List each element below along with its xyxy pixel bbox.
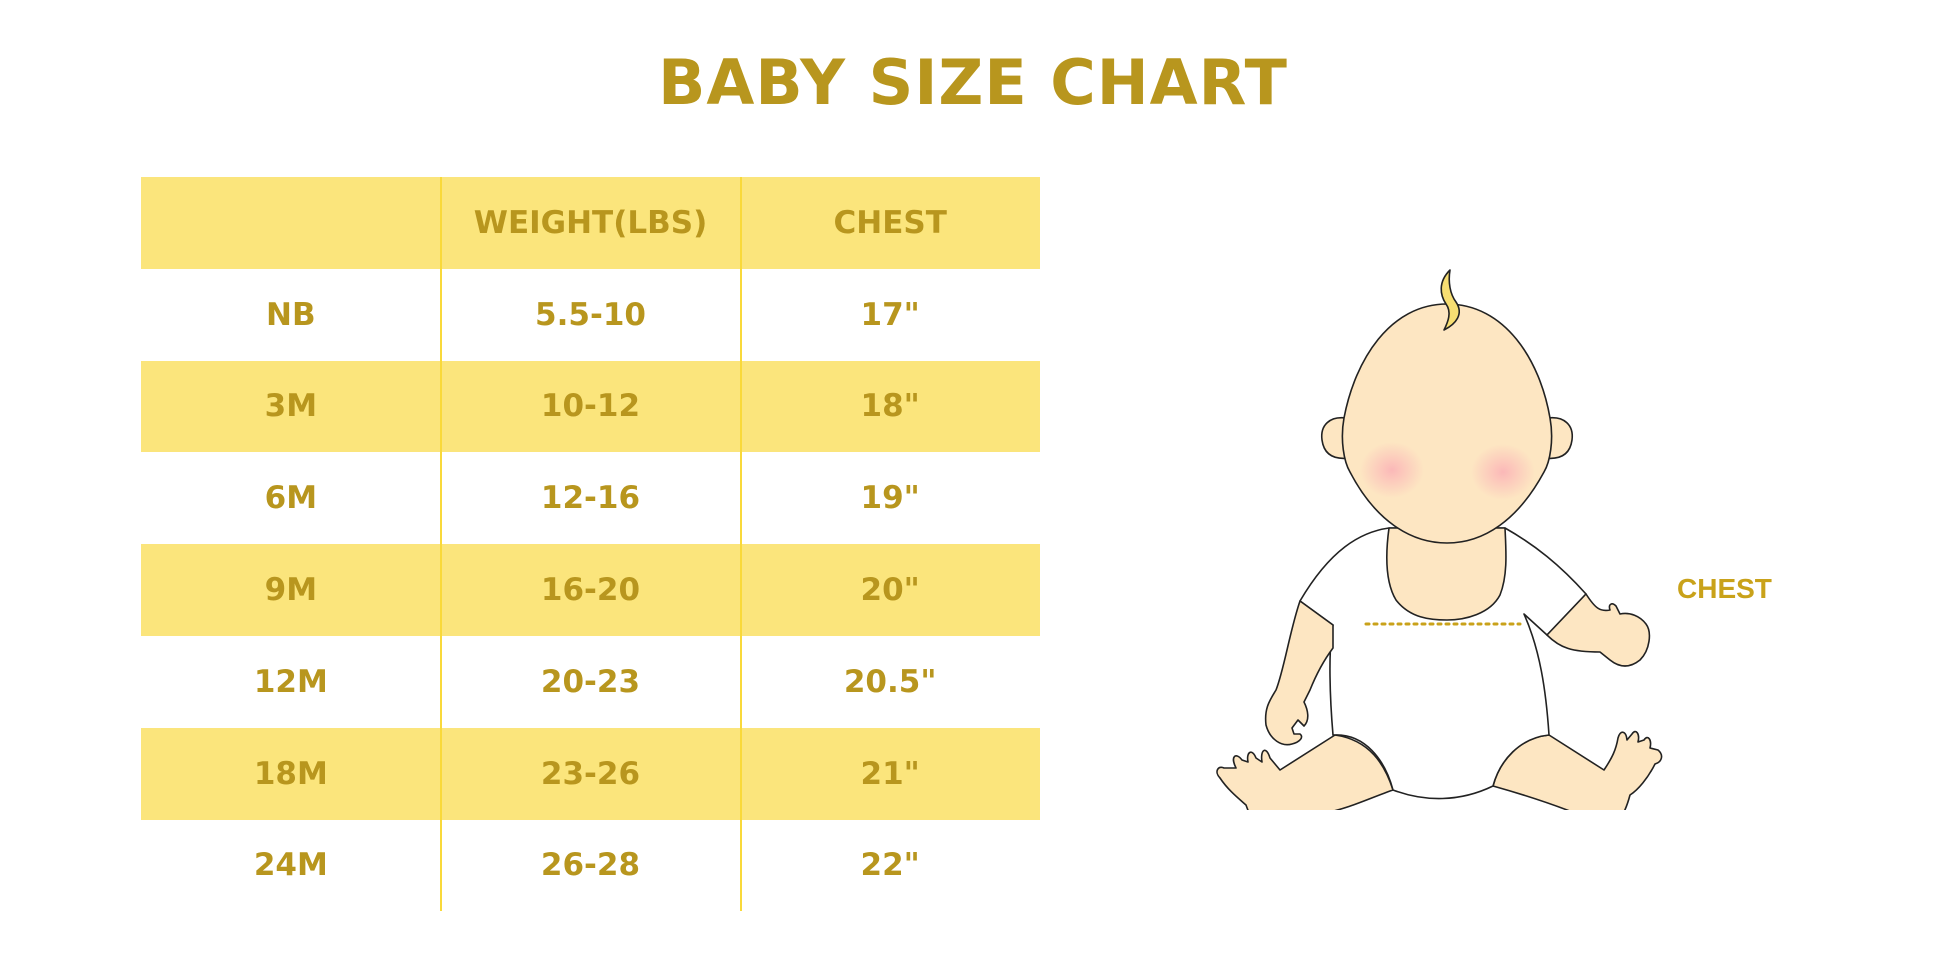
table-cell: 19" [860, 480, 920, 517]
table-cell: 26-28 [540, 847, 641, 884]
table-cell: NB [266, 296, 316, 333]
table-cell: 22" [860, 847, 920, 884]
table-row: 3M 10-12 18" [141, 360, 1040, 453]
chest-label: CHEST [1677, 573, 1772, 604]
column-divider [740, 177, 742, 911]
table-cell: 3M [264, 388, 318, 425]
table-cell: 20" [860, 572, 920, 609]
table-cell: 18" [860, 388, 920, 425]
table-cell [141, 177, 441, 269]
table-row: NB 5.5-10 17" [141, 269, 1040, 361]
table-cell: WEIGHT(LBS) [473, 204, 708, 241]
table-cell: 5.5-10 [535, 296, 646, 333]
table-cell: 24M [253, 847, 328, 884]
column-divider [440, 177, 442, 911]
table-cell: 12M [253, 663, 328, 700]
table-header: WEIGHT(LBS) CHEST [141, 177, 1040, 269]
table-cell: 10-12 [540, 388, 641, 425]
table-row: 24M 26-28 22" [141, 820, 1040, 912]
table-cell: 16-20 [540, 572, 641, 609]
table-cell: 17" [860, 296, 920, 333]
table-row: 9M 16-20 20" [141, 544, 1040, 636]
table-cell: 9M [264, 572, 318, 609]
page-title: BABY SIZE CHART [658, 46, 1288, 119]
table-row: 12M 20-23 20.5" [141, 636, 1040, 728]
baby-illustration-icon [1216, 269, 1663, 810]
table-cell: 18M [253, 755, 328, 792]
table-cell: 12-16 [540, 480, 641, 517]
table-cell: 20.5" [843, 663, 937, 700]
table-cell: CHEST [833, 204, 947, 241]
size-table: WEIGHT(LBS) CHEST NB 5.5-10 17" 3M 10-12 18" 6M 1… [141, 177, 1040, 911]
table-row: 6M 12-16 19" [141, 452, 1040, 544]
table-cell: 21" [860, 755, 920, 792]
table-cell: 6M [264, 480, 318, 517]
table-row: 18M 23-26 21" [141, 727, 1040, 820]
table-cell: 23-26 [540, 755, 641, 792]
table-cell: 20-23 [540, 663, 641, 700]
